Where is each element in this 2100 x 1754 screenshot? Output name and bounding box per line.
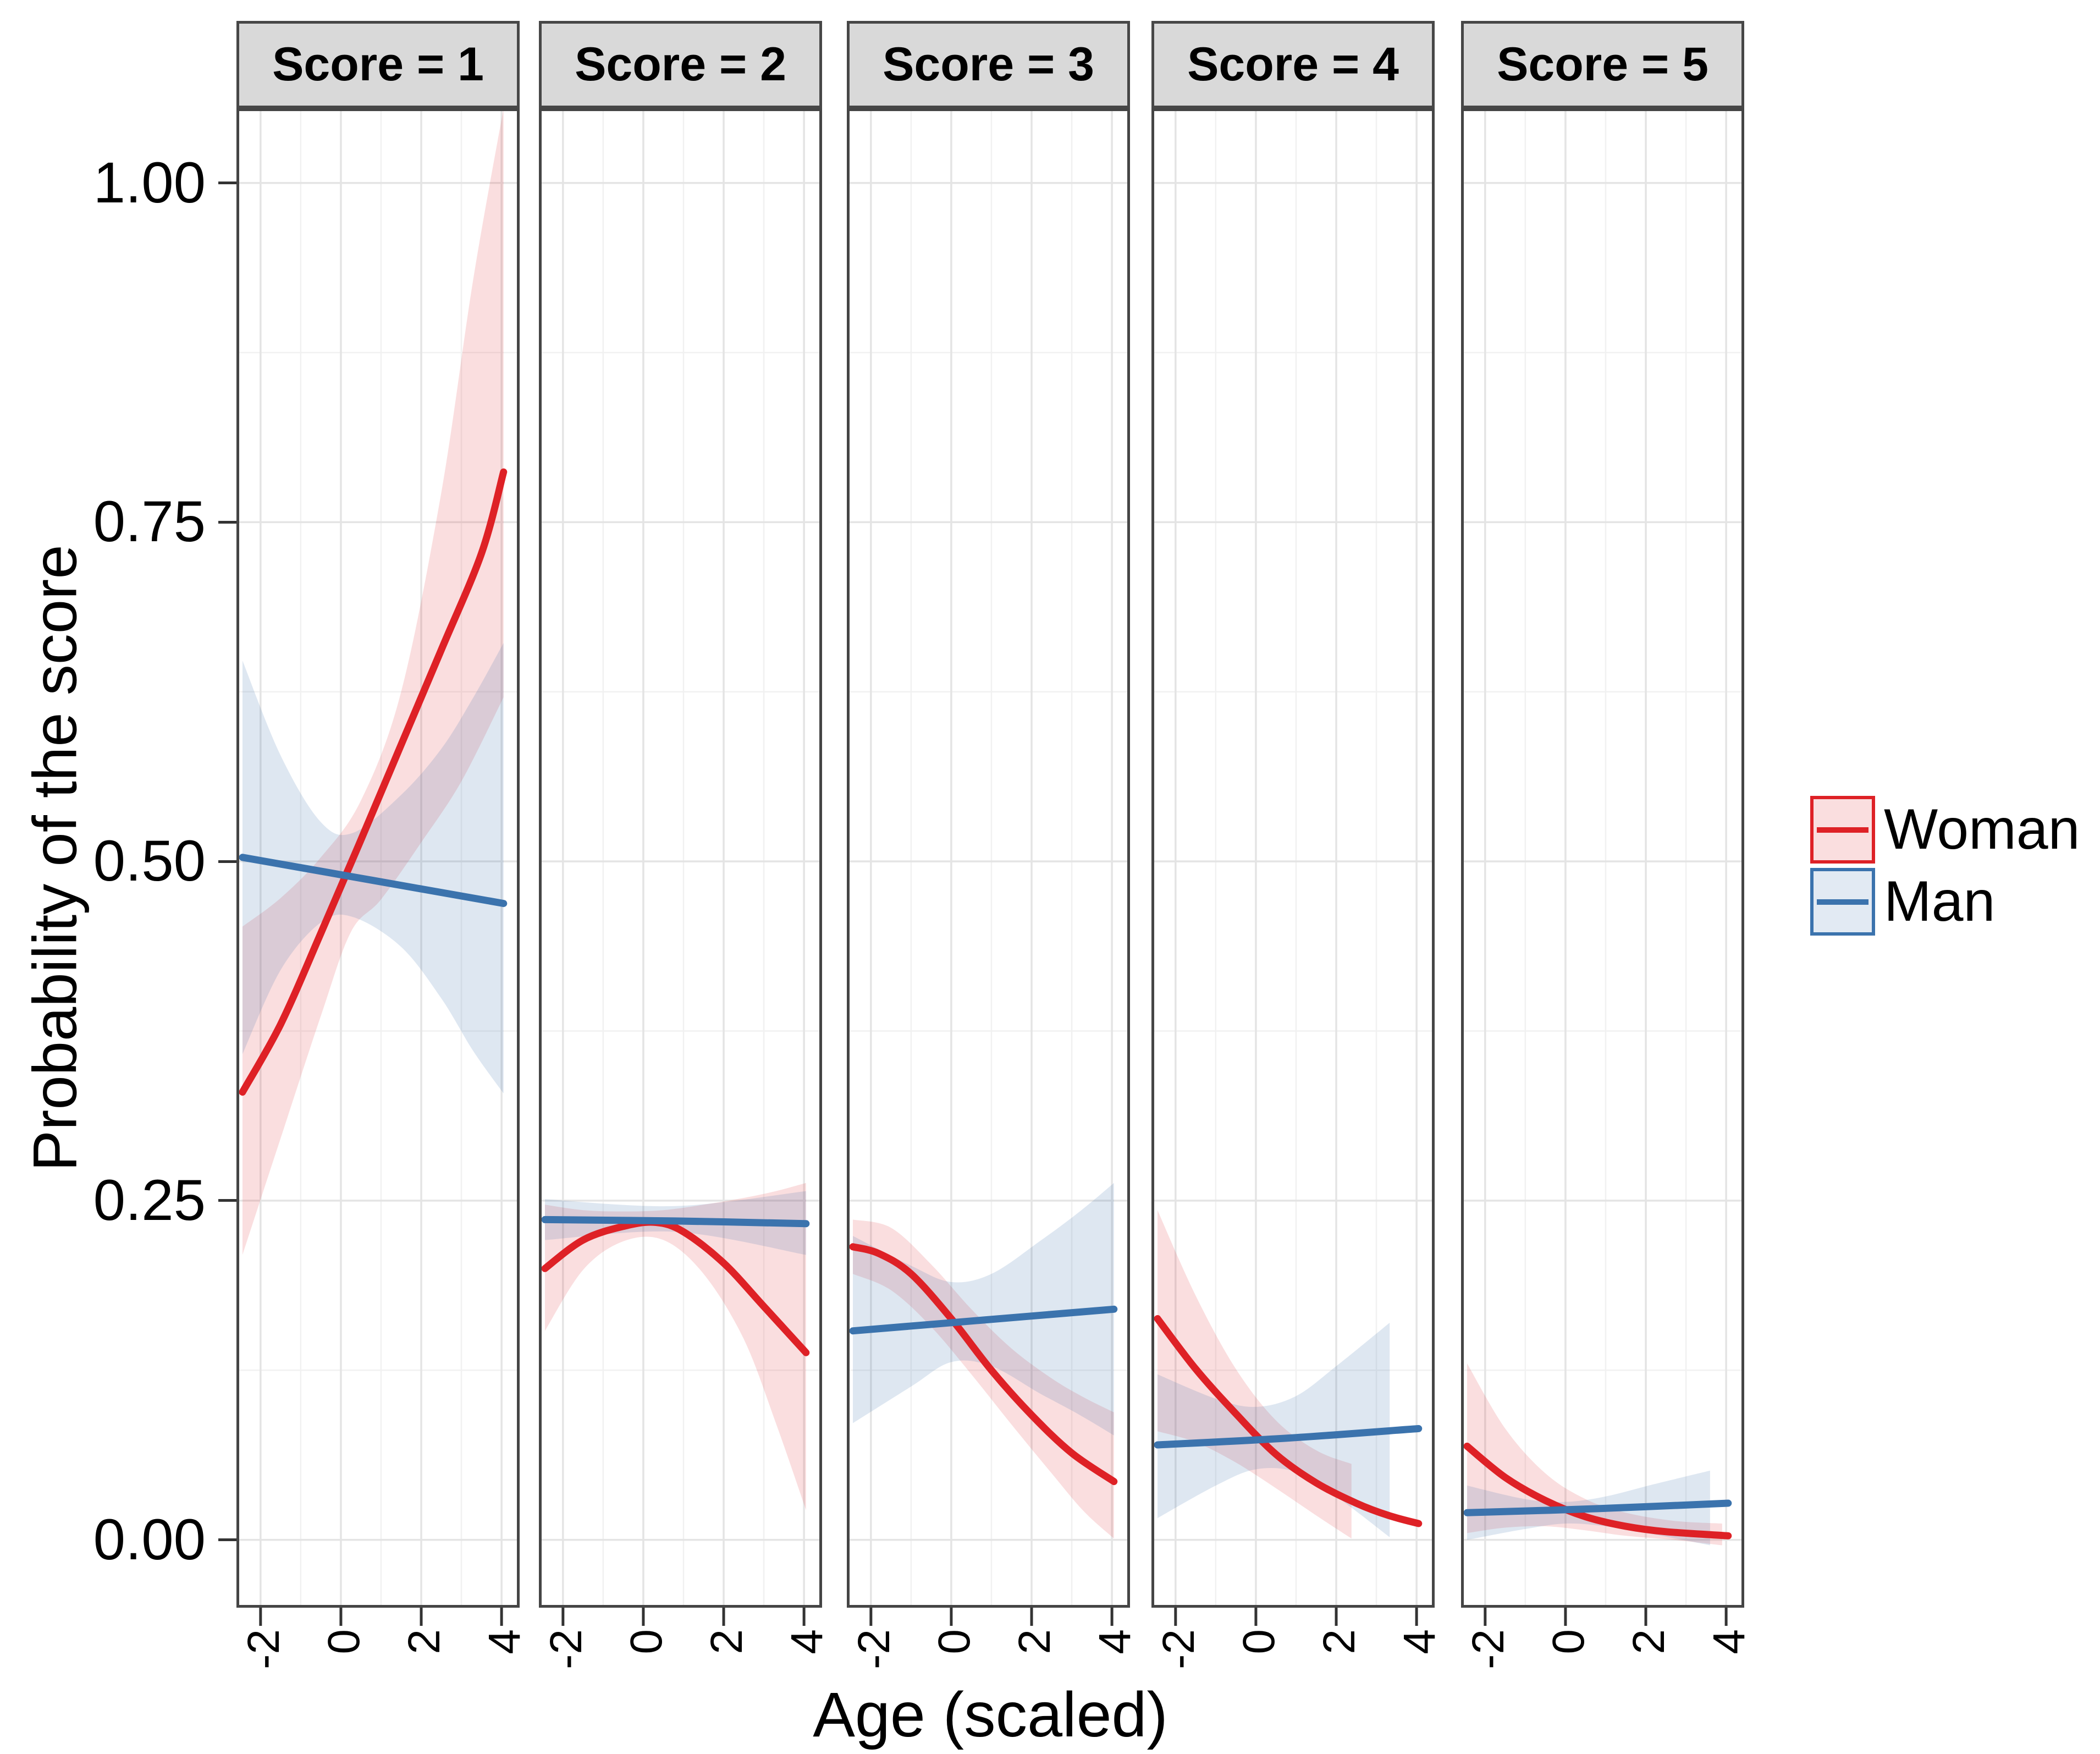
woman-line <box>239 468 508 1096</box>
x-tick-label: 4 <box>1704 1629 1755 1654</box>
facet-strip-score-2: Score = 2 <box>539 21 822 108</box>
man-line <box>541 1216 810 1228</box>
x-tick-label: 0 <box>1233 1629 1284 1654</box>
woman-line <box>1463 1442 1732 1539</box>
x-tick-label: -2 <box>238 1629 289 1669</box>
legend-label-woman: Woman <box>1884 798 2080 861</box>
legend-entry-man: Man <box>1810 868 2080 936</box>
facet-strip-score-4: Score = 4 <box>1151 21 1435 108</box>
facet-panel-plot <box>1461 108 1744 1626</box>
facet-panel-score-5 <box>1461 108 1744 1630</box>
woman-ci-band <box>545 1183 806 1510</box>
y-tick-label: 0.50 <box>93 829 206 894</box>
x-tick-label: 4 <box>1395 1629 1445 1654</box>
x-tick-label: 2 <box>1314 1629 1365 1654</box>
x-tick-label: 0 <box>929 1629 979 1654</box>
man-line <box>1154 1425 1423 1449</box>
x-tick-label: 0 <box>318 1629 369 1654</box>
y-tick-mark <box>218 860 236 863</box>
x-tick-label: 0 <box>1543 1629 1594 1654</box>
facet-strip-score-3: Score = 3 <box>847 21 1130 108</box>
man-line <box>1463 1499 1732 1516</box>
man-ci-band <box>853 1183 1114 1436</box>
x-tick-label: 2 <box>702 1629 752 1654</box>
x-tick-label: 2 <box>399 1629 450 1654</box>
y-tick-mark <box>218 520 236 524</box>
y-tick-label: 1.00 <box>93 150 206 215</box>
man-line <box>849 1305 1118 1335</box>
woman-ci-band <box>853 1219 1114 1539</box>
legend-key-woman-icon <box>1810 796 1875 864</box>
x-tick-label: 4 <box>479 1629 530 1654</box>
y-tick-mark <box>218 1538 236 1542</box>
x-tick-label: -2 <box>1463 1629 1513 1669</box>
facet-panel-plot <box>847 108 1130 1626</box>
x-tick-label: 0 <box>621 1629 671 1654</box>
facet-panel-score-2 <box>539 108 822 1630</box>
woman-line <box>1154 1315 1423 1527</box>
x-axis-title: Age (scaled) <box>813 1680 1168 1750</box>
x-tick-label: -2 <box>541 1629 591 1669</box>
y-tick-label: 0.75 <box>93 490 206 554</box>
facet-panel-score-3 <box>847 108 1130 1630</box>
legend-label-man: Man <box>1884 870 1996 933</box>
woman-ci-band <box>1467 1363 1722 1546</box>
facet-panel-plot <box>1151 108 1435 1626</box>
x-tick-label: -2 <box>848 1629 899 1669</box>
legend: Woman Man <box>1810 796 2080 936</box>
facet-panel-plot <box>236 108 520 1626</box>
y-tick-mark <box>218 1199 236 1202</box>
x-tick-label: 4 <box>782 1629 833 1654</box>
legend-entry-woman: Woman <box>1810 796 2080 864</box>
man-ci-band <box>242 643 504 1093</box>
x-tick-label: 2 <box>1010 1629 1060 1654</box>
facet-panel-score-4 <box>1151 108 1435 1630</box>
woman-line <box>541 1218 810 1356</box>
y-tick-label: 0.00 <box>93 1507 206 1572</box>
woman-ci-band <box>1158 1210 1352 1539</box>
legend-key-woman-line-icon <box>1817 827 1868 833</box>
facet-strip-score-5: Score = 5 <box>1461 21 1744 108</box>
woman-line <box>849 1243 1118 1486</box>
y-tick-label: 0.25 <box>93 1168 206 1233</box>
facet-panel-score-1 <box>236 108 520 1630</box>
legend-key-man-icon <box>1810 868 1875 936</box>
x-tick-label: 4 <box>1090 1629 1140 1654</box>
man-line <box>239 854 508 908</box>
y-tick-mark <box>218 182 236 185</box>
man-ci-band <box>1158 1322 1390 1537</box>
facet-strip-score-1: Score = 1 <box>236 21 520 108</box>
x-tick-label: -2 <box>1153 1629 1204 1669</box>
legend-key-man-line-icon <box>1817 899 1868 905</box>
facet-panel-plot <box>539 108 822 1626</box>
x-tick-label: 2 <box>1624 1629 1674 1654</box>
